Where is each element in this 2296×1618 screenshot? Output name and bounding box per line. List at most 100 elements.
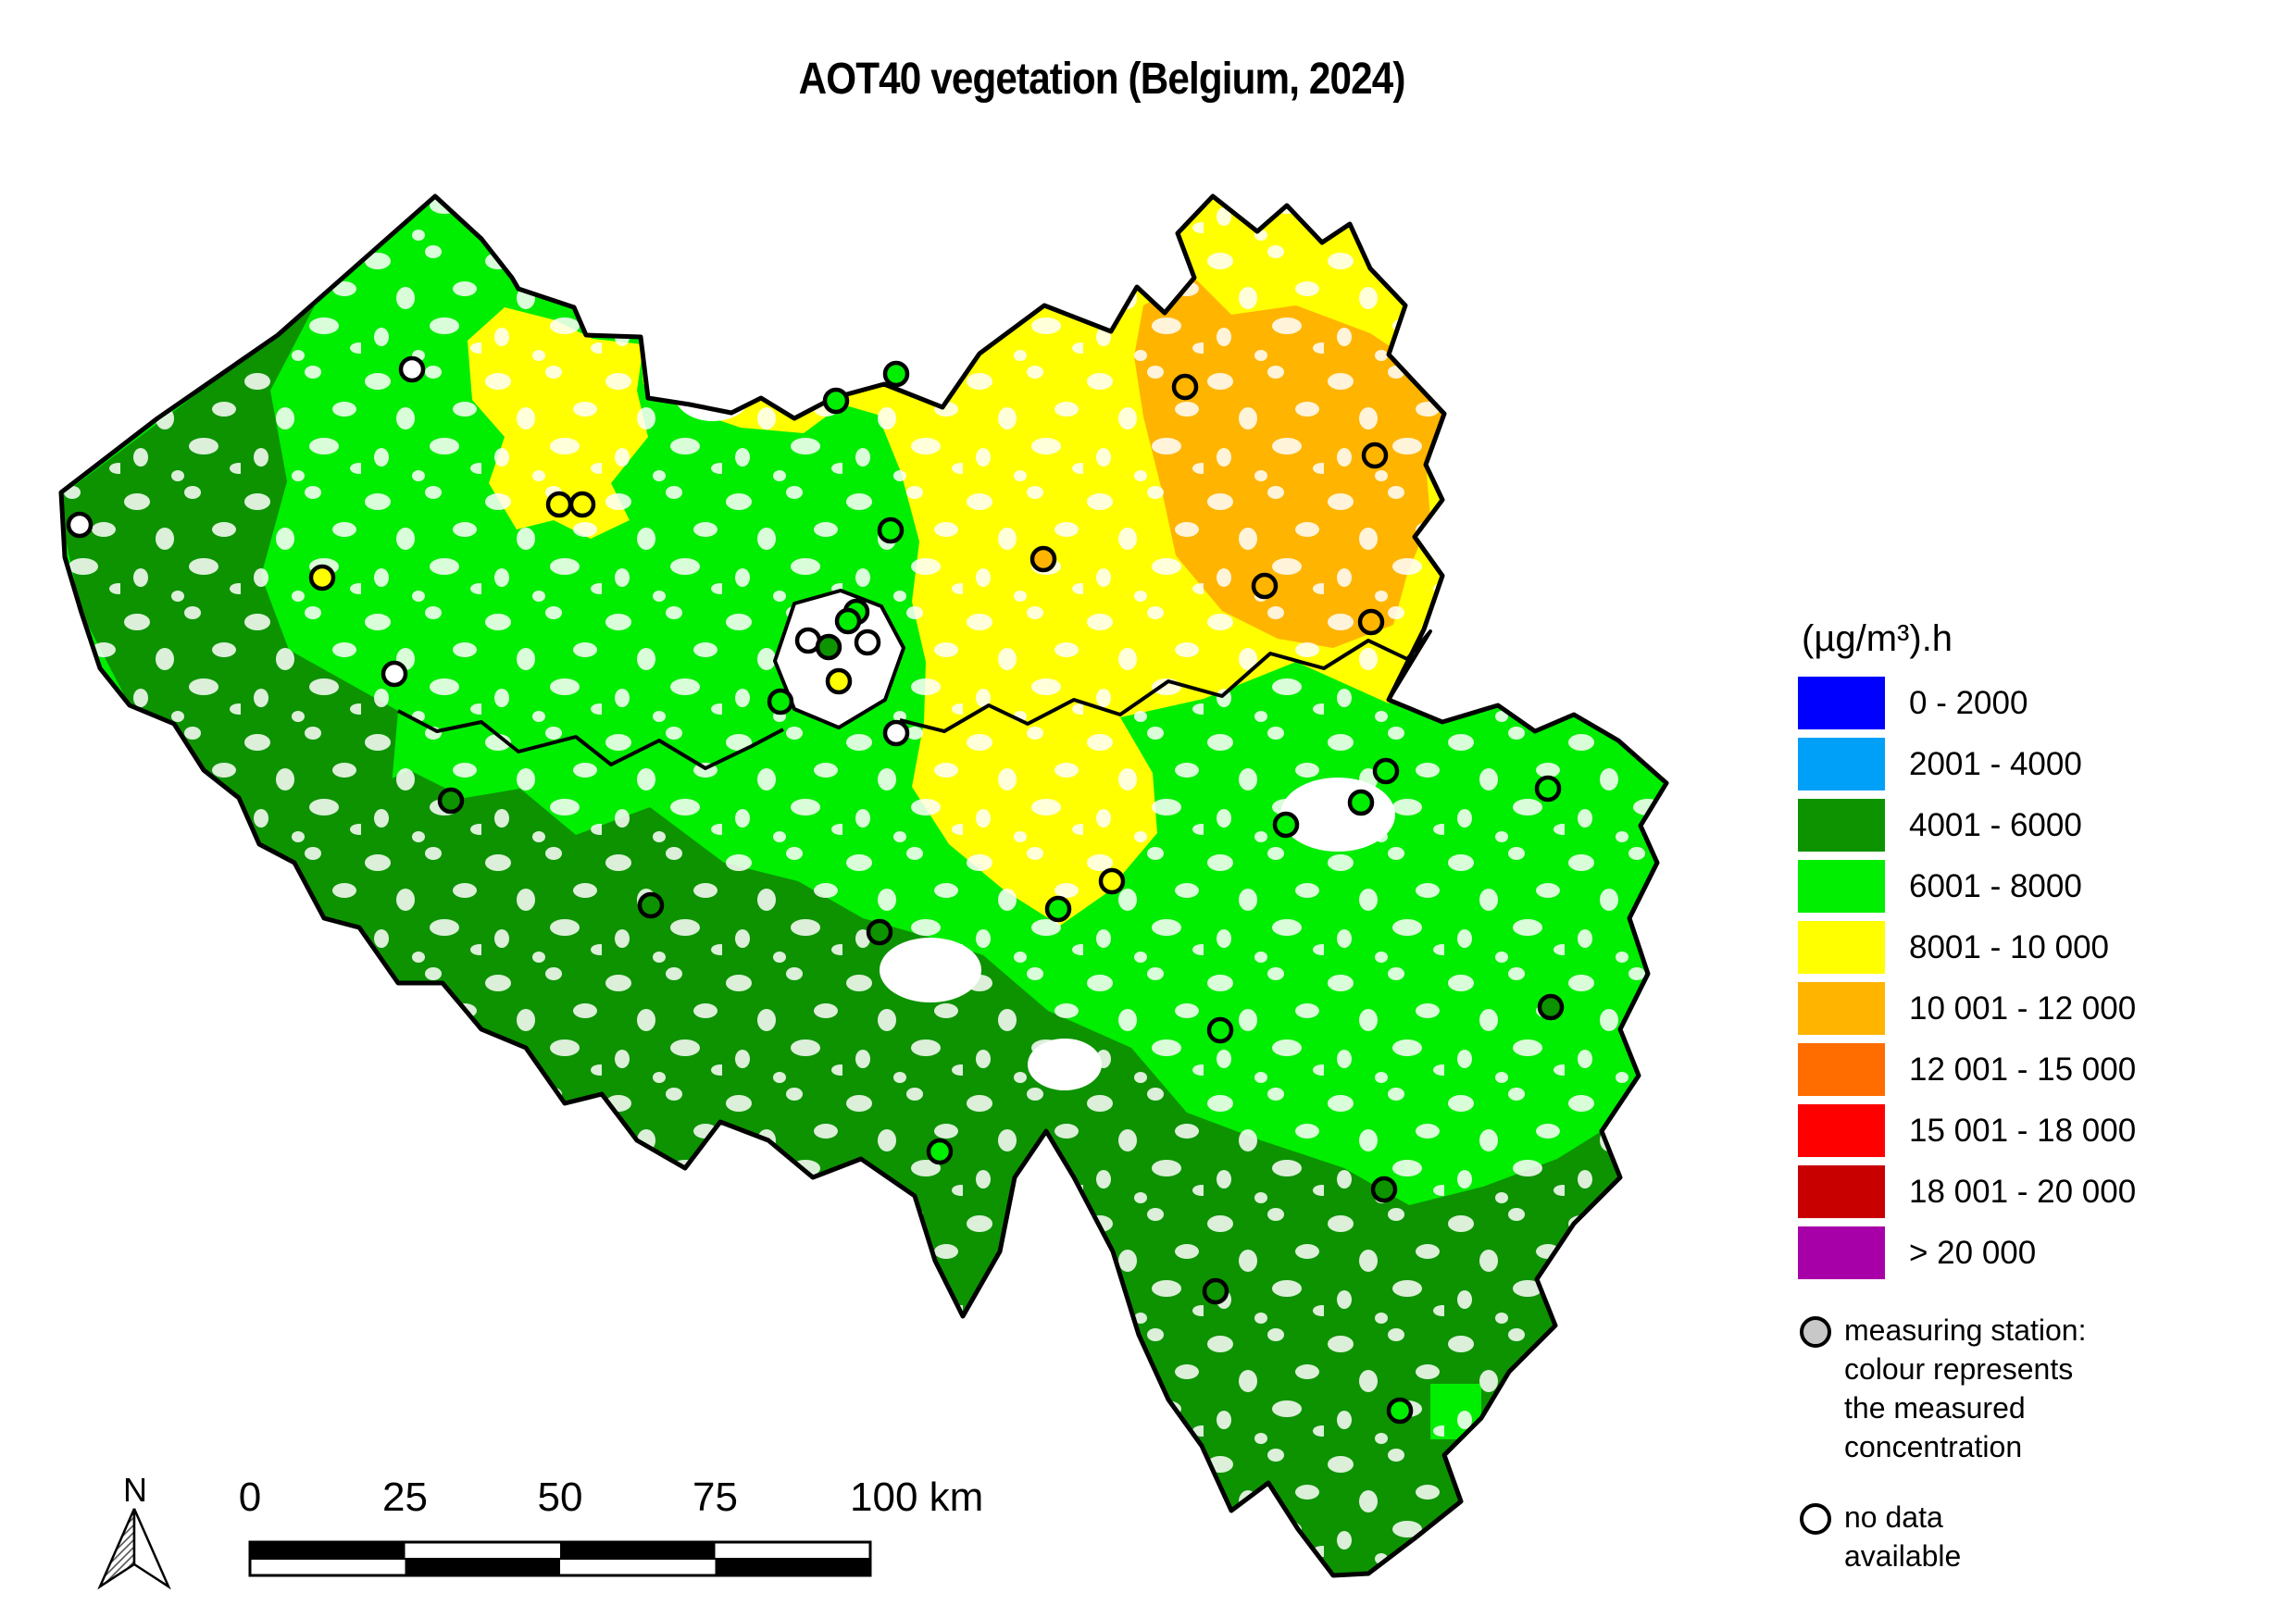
brussels-enclave xyxy=(773,589,905,729)
north-arrow: N xyxy=(97,1471,171,1590)
legend-row: 15 001 - 18 000 xyxy=(1798,1104,2289,1157)
legend-label: 8001 - 10 000 xyxy=(1909,928,2110,965)
scale-label: 25 xyxy=(382,1475,428,1520)
station-marker xyxy=(437,787,465,815)
legend-swatch xyxy=(1798,982,1885,1035)
station-marker xyxy=(1044,895,1072,923)
station-marker xyxy=(825,667,853,695)
no-data-note-text: no data available xyxy=(1844,1498,1961,1575)
legend-label: 12 001 - 15 000 xyxy=(1909,1051,2137,1088)
station-marker xyxy=(1171,373,1199,401)
speckle-overlay xyxy=(61,196,1666,1575)
station-marker xyxy=(1206,1016,1234,1044)
legend-label: 0 - 2000 xyxy=(1909,684,2028,721)
scale-segment xyxy=(715,1542,870,1559)
scale-segment xyxy=(250,1559,406,1575)
scale-segment xyxy=(560,1559,716,1575)
station-marker xyxy=(1370,1176,1398,1203)
station-marker xyxy=(926,1138,954,1165)
station-marker xyxy=(1347,789,1375,816)
regional-border xyxy=(397,629,1432,770)
north-arrow-right-half xyxy=(132,1508,171,1590)
legend-row: 18 001 - 20 000 xyxy=(1798,1165,2289,1218)
station-marker xyxy=(1202,1277,1229,1305)
station-marker xyxy=(877,517,905,544)
no-data-icon xyxy=(1800,1503,1831,1535)
scale-segment xyxy=(405,1542,560,1559)
legend-swatch xyxy=(1798,799,1885,852)
note-line: colour represents xyxy=(1844,1352,2074,1386)
legend-label: 18 001 - 20 000 xyxy=(1909,1173,2137,1210)
legend-label: 2001 - 4000 xyxy=(1909,745,2082,782)
station-marker-no-data xyxy=(381,660,408,688)
scale-segment xyxy=(560,1542,716,1559)
legend-swatch xyxy=(1798,677,1885,729)
legend-swatch xyxy=(1798,860,1885,913)
note-line: no data xyxy=(1844,1500,1943,1534)
legend-label: > 20 000 xyxy=(1909,1234,2037,1271)
legend-label: 10 001 - 12 000 xyxy=(1909,989,2137,1027)
aot40-colour-zones xyxy=(61,196,1666,1575)
scale-label: 0 xyxy=(239,1475,261,1520)
scale-segment xyxy=(715,1559,870,1575)
legend-label: 4001 - 6000 xyxy=(1909,806,2082,843)
station-marker xyxy=(1251,572,1279,600)
legend-row: 8001 - 10 000 xyxy=(1798,921,2289,974)
legend-swatch xyxy=(1798,1043,1885,1096)
station-marker xyxy=(1372,757,1400,785)
station-marker xyxy=(637,891,665,919)
measuring-stations-layer xyxy=(66,355,1565,1425)
station-marker xyxy=(1357,608,1385,636)
station-marker xyxy=(834,607,862,635)
legend-row: 4001 - 6000 xyxy=(1798,799,2289,852)
note-line: available xyxy=(1844,1539,1962,1573)
north-arrow-label: N xyxy=(123,1471,147,1509)
legend-swatch xyxy=(1798,1165,1885,1218)
scale-bar: 0 25 50 75 100 km xyxy=(239,1475,984,1577)
legend-row: 10 001 - 12 000 xyxy=(1798,982,2289,1035)
legend-row: 2001 - 4000 xyxy=(1798,738,2289,790)
scale-segment xyxy=(405,1559,560,1575)
station-marker-no-data xyxy=(66,511,94,539)
station-marker xyxy=(1361,442,1389,469)
scale-label: 100 km xyxy=(850,1475,983,1520)
station-marker xyxy=(308,564,336,591)
legend-unit-label: (µg/m³).h xyxy=(1802,618,1953,659)
station-marker xyxy=(545,491,573,518)
legend-class-list: 0 - 2000 2001 - 4000 4001 - 6000 6001 - 800… xyxy=(1798,677,2289,1279)
note-line: measuring station: xyxy=(1844,1313,2087,1347)
legend-swatch xyxy=(1798,921,1885,974)
measuring-station-note-text: measuring station: colour represents the m… xyxy=(1844,1311,2086,1466)
measuring-station-icon xyxy=(1800,1316,1831,1348)
legend-swatch xyxy=(1798,1104,1885,1157)
legend-label: 6001 - 8000 xyxy=(1909,867,2082,904)
station-marker xyxy=(1534,775,1562,803)
legend-row: 12 001 - 15 000 xyxy=(1798,1043,2289,1096)
belgium-outline xyxy=(58,193,1669,1578)
station-marker xyxy=(767,688,794,716)
scale-bar-labels: 0 25 50 75 100 km xyxy=(239,1475,984,1520)
legend-label: 15 001 - 18 000 xyxy=(1909,1112,2137,1149)
station-marker xyxy=(1272,811,1300,839)
station-marker-no-data xyxy=(882,719,910,747)
legend-swatch xyxy=(1798,1226,1885,1279)
note-line: concentration xyxy=(1844,1430,2023,1463)
scale-label: 75 xyxy=(693,1475,738,1520)
station-marker xyxy=(882,360,910,388)
note-line: the measured xyxy=(1844,1391,2026,1425)
legend: (µg/m³).h 0 - 2000 2001 - 4000 4001 - 6000… xyxy=(1798,618,2289,1575)
legend-swatch xyxy=(1798,738,1885,790)
legend-row: 0 - 2000 xyxy=(1798,677,2289,729)
legend-row: > 20 000 xyxy=(1798,1226,2289,1279)
station-marker xyxy=(568,491,596,518)
station-marker-no-data xyxy=(854,629,881,656)
station-marker xyxy=(1098,867,1126,895)
scale-bar-segments xyxy=(250,1542,870,1575)
measuring-station-note: measuring station: colour represents the m… xyxy=(1798,1311,2289,1466)
station-marker-no-data xyxy=(398,355,426,383)
station-marker xyxy=(1537,993,1565,1021)
page-title-text: AOT40 vegetation (Belgium, 2024) xyxy=(798,55,1406,104)
page-title: AOT40 vegetation (Belgium, 2024) xyxy=(0,54,2203,105)
